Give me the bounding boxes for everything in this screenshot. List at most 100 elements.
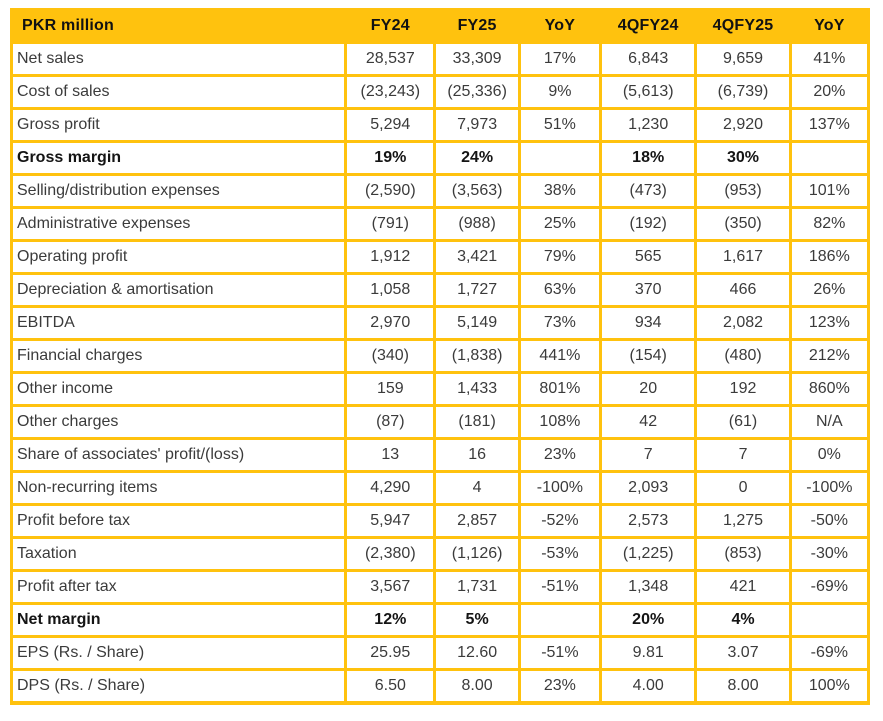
cell-value: (2,380) — [344, 536, 437, 572]
table-row: EBITDA 2,970 5,149 73% 934 2,082 123% — [9, 305, 871, 341]
table-row: Taxation (2,380) (1,126) -53% (1,225) (853) -3… — [9, 536, 871, 572]
cell-value: 1,617 — [694, 239, 792, 275]
cell-value: 23% — [517, 668, 603, 705]
table-row: Share of associates' profit/(loss) 13 16 23… — [9, 437, 871, 473]
cell-value: 4,290 — [344, 470, 437, 506]
cell-value: 9.81 — [599, 635, 698, 671]
cell-value: (5,613) — [599, 74, 698, 110]
cell-value: (154) — [599, 338, 698, 374]
cell-value: 137% — [788, 107, 871, 143]
cell-value: 13 — [344, 437, 437, 473]
cell-value: 17% — [517, 41, 603, 77]
cell-value: 8.00 — [433, 668, 521, 705]
table-row: Other charges (87) (181) 108% 42 (61) N/A — [9, 404, 871, 440]
financial-results-table: PKR million FY24 FY25 YoY 4QFY24 4QFY25 … — [9, 8, 871, 705]
cell-value: 3,567 — [344, 569, 437, 605]
cell-value: 9% — [517, 74, 603, 110]
row-label: Financial charges — [9, 338, 348, 374]
table-row: Net margin 12% 5% 20% 4% — [9, 602, 871, 638]
table-row: Selling/distribution expenses (2,590) (3,5… — [9, 173, 871, 209]
cell-value — [517, 602, 603, 638]
table-row: Gross profit 5,294 7,973 51% 1,230 2,920 137% — [9, 107, 871, 143]
table-row: Gross margin 19% 24% 18% 30% — [9, 140, 871, 176]
cell-value: 16 — [433, 437, 521, 473]
cell-value: 24% — [433, 140, 521, 176]
cell-value: -53% — [517, 536, 603, 572]
cell-value: (1,838) — [433, 338, 521, 374]
cell-value: 186% — [788, 239, 871, 275]
cell-value: (988) — [433, 206, 521, 242]
cell-value: 100% — [788, 668, 871, 705]
cell-value: 2,082 — [694, 305, 792, 341]
cell-value: 5,149 — [433, 305, 521, 341]
row-label: Administrative expenses — [9, 206, 348, 242]
row-label: Gross profit — [9, 107, 348, 143]
table-row: EPS (Rs. / Share) 25.95 12.60 -51% 9.81 3.07-… — [9, 635, 871, 671]
cell-value: 1,058 — [344, 272, 437, 308]
cell-value: 20% — [599, 602, 698, 638]
cell-value: 18% — [599, 140, 698, 176]
cell-value: (61) — [694, 404, 792, 440]
cell-value: 51% — [517, 107, 603, 143]
table-row: DPS (Rs. / Share) 6.50 8.00 23% 4.00 8.00 100% — [9, 668, 871, 705]
cell-value: 41% — [788, 41, 871, 77]
cell-value: 7 — [694, 437, 792, 473]
header-fy25: FY25 — [433, 8, 521, 44]
cell-value: 801% — [517, 371, 603, 407]
table-row: Profit after tax 3,567 1,731 -51% 1,348 421 -6… — [9, 569, 871, 605]
table-body: Net sales 28,537 33,309 17% 6,843 9,659 41% Cos… — [9, 41, 871, 705]
cell-value: 6.50 — [344, 668, 437, 705]
cell-value: (340) — [344, 338, 437, 374]
cell-value: 12% — [344, 602, 437, 638]
cell-value: 4 — [433, 470, 521, 506]
cell-value: 12.60 — [433, 635, 521, 671]
cell-value: (192) — [599, 206, 698, 242]
cell-value: 33,309 — [433, 41, 521, 77]
cell-value: 5,294 — [344, 107, 437, 143]
cell-value: 42 — [599, 404, 698, 440]
row-label: Selling/distribution expenses — [9, 173, 348, 209]
cell-value: 82% — [788, 206, 871, 242]
row-label: Non-recurring items — [9, 470, 348, 506]
cell-value: 192 — [694, 371, 792, 407]
row-label: Other income — [9, 371, 348, 407]
cell-value: 7,973 — [433, 107, 521, 143]
cell-value: (350) — [694, 206, 792, 242]
row-label: Share of associates' profit/(loss) — [9, 437, 348, 473]
cell-value: -51% — [517, 635, 603, 671]
cell-value: 1,230 — [599, 107, 698, 143]
cell-value: 0% — [788, 437, 871, 473]
cell-value: 934 — [599, 305, 698, 341]
cell-value — [517, 140, 603, 176]
header-fy24: FY24 — [344, 8, 437, 44]
table-row: Net sales 28,537 33,309 17% 6,843 9,659 41% — [9, 41, 871, 77]
cell-value: 26% — [788, 272, 871, 308]
cell-value: -69% — [788, 569, 871, 605]
row-label: Profit after tax — [9, 569, 348, 605]
header-4qfy24: 4QFY24 — [599, 8, 698, 44]
cell-value: 20% — [788, 74, 871, 110]
row-label: Cost of sales — [9, 74, 348, 110]
table-header-row: PKR million FY24 FY25 YoY 4QFY24 4QFY25 … — [9, 8, 871, 44]
cell-value: -52% — [517, 503, 603, 539]
cell-value: 3,421 — [433, 239, 521, 275]
cell-value: -100% — [517, 470, 603, 506]
cell-value: (791) — [344, 206, 437, 242]
row-label: Gross margin — [9, 140, 348, 176]
row-label: Depreciation & amortisation — [9, 272, 348, 308]
cell-value: (23,243) — [344, 74, 437, 110]
row-label: Operating profit — [9, 239, 348, 275]
cell-value: 4.00 — [599, 668, 698, 705]
cell-value: 565 — [599, 239, 698, 275]
cell-value: 5% — [433, 602, 521, 638]
cell-value: (473) — [599, 173, 698, 209]
cell-value: 25.95 — [344, 635, 437, 671]
row-label: Taxation — [9, 536, 348, 572]
cell-value: 108% — [517, 404, 603, 440]
cell-value: -51% — [517, 569, 603, 605]
cell-value: 421 — [694, 569, 792, 605]
table-row: Non-recurring items 4,290 4 -100% 2,093 0 -100… — [9, 470, 871, 506]
header-pkr-million: PKR million — [9, 8, 348, 44]
header-yoy-annual: YoY — [517, 8, 603, 44]
cell-value: 23% — [517, 437, 603, 473]
